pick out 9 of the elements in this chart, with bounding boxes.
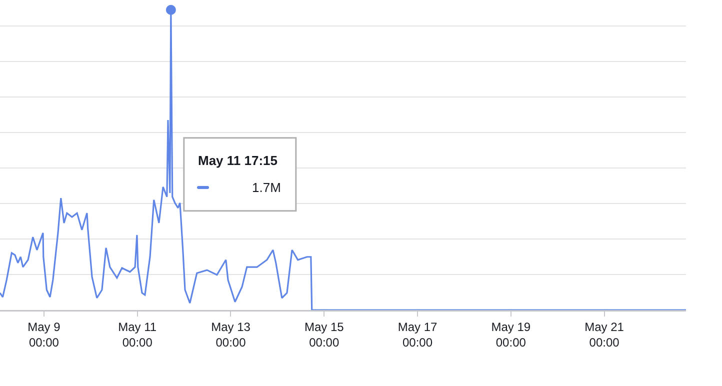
x-tick-label: May 9 00:00: [28, 320, 61, 350]
x-tick-label: May 15 00:00: [304, 320, 344, 350]
x-tick-label: May 19 00:00: [491, 320, 531, 350]
x-tick-label: May 17 00:00: [398, 320, 438, 350]
annotation: 1.7M: [252, 180, 281, 195]
annotation: May 11 17:15: [198, 153, 278, 168]
x-tick-label: May 13 00:00: [211, 320, 251, 350]
x-tick-label: May 11 00:00: [118, 320, 157, 350]
x-tick-label: May 21 00:00: [584, 320, 624, 350]
